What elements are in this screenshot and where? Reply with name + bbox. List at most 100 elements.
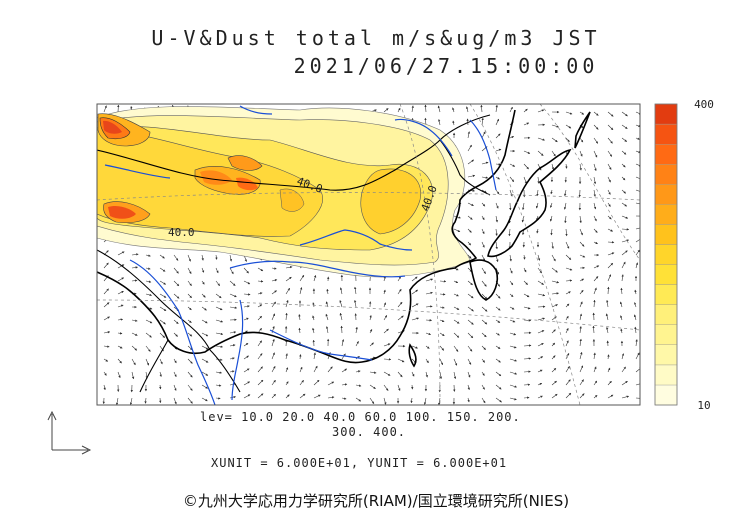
wind-arrow (593, 380, 598, 386)
wind-arrow (383, 289, 386, 295)
wind-arrow (355, 326, 358, 334)
contour-label: 40.0 (168, 226, 195, 239)
wind-arrow (397, 315, 404, 321)
wind-arrow (551, 254, 556, 262)
wind-arrow (439, 371, 443, 380)
wind-arrow (593, 111, 599, 116)
wind-arrow (481, 176, 489, 179)
wind-arrow (243, 381, 251, 386)
wind-arrow (467, 371, 471, 378)
wind-arrow (621, 163, 626, 168)
wind-arrow (537, 356, 544, 360)
legend-swatch (654, 344, 678, 366)
wind-arrow (495, 332, 500, 336)
legend-max-label: 400 (694, 98, 714, 111)
wind-arrow (467, 319, 474, 325)
wind-arrow (551, 304, 558, 308)
wind-arrow (353, 299, 357, 308)
wind-arrow (467, 202, 474, 206)
wind-arrow (325, 326, 329, 334)
legend-swatch (654, 244, 678, 265)
wind-arrow (215, 293, 222, 299)
wind-arrow (607, 202, 611, 207)
wind-arrow (495, 104, 498, 113)
wind-arrow (565, 163, 568, 169)
wind-arrow (243, 343, 249, 347)
contour-levels-line2: 300. 400. (332, 425, 407, 439)
wind-arrow (173, 371, 177, 378)
wind-arrow (187, 319, 192, 323)
wind-arrow (565, 111, 573, 115)
wind-arrow (355, 397, 362, 402)
wind-arrow (129, 397, 133, 405)
wind-arrow (495, 293, 501, 299)
wind-arrow (327, 396, 335, 399)
wind-arrow (621, 366, 626, 373)
wind-arrow (620, 315, 623, 321)
wind-arrow (551, 292, 559, 295)
wind-arrow (425, 371, 428, 378)
wind-arrow (257, 393, 264, 399)
wind-arrow (495, 202, 499, 209)
wind-arrow (593, 352, 596, 360)
wind-arrow (635, 227, 640, 230)
wind-arrow (411, 345, 418, 349)
wind-arrow (103, 371, 107, 376)
wind-arrow (565, 365, 570, 373)
wind-arrow (607, 124, 614, 131)
graticule (97, 104, 640, 405)
wind-arrow (481, 161, 489, 165)
wind-arrow (509, 106, 513, 113)
wind-arrow (509, 332, 517, 336)
wind-arrow (579, 228, 583, 236)
wind-arrow (509, 176, 515, 183)
wind-arrow (145, 280, 152, 283)
wind-arrow (410, 397, 413, 404)
wind-arrow (633, 314, 637, 321)
wind-arrow (621, 111, 628, 117)
legend-swatch (654, 384, 678, 406)
wind-arrow (383, 371, 391, 376)
wind-arrow (452, 107, 455, 113)
wind-arrow (383, 358, 392, 361)
wind-arrow (271, 279, 278, 282)
wind-arrow (145, 319, 153, 324)
wind-arrow (103, 331, 111, 334)
wind-arrow (621, 239, 630, 243)
wind-arrow (117, 345, 123, 349)
wind-arrow (299, 393, 306, 399)
wind-arrow (522, 202, 525, 211)
wind-arrow (467, 254, 472, 259)
wind-arrow (509, 371, 518, 375)
wind-arrow (509, 267, 513, 274)
wind-arrow (537, 254, 541, 261)
map-title-line1: U-V&Dust total m/s&ug/m3 JST (151, 26, 601, 50)
wind-arrow (383, 108, 389, 113)
wind-arrow (607, 367, 611, 373)
wind-arrow (607, 176, 611, 183)
wind-arrow (495, 176, 500, 180)
wind-arrow (607, 189, 611, 195)
wind-arrow (285, 299, 289, 308)
wind-arrow (201, 397, 208, 402)
wind-arrow (103, 358, 109, 362)
wind-arrow (635, 397, 640, 399)
wind-arrow (481, 293, 488, 300)
wind-arrow (201, 293, 206, 298)
wind-arrow (131, 371, 135, 380)
wind-arrow (229, 370, 235, 373)
wind-arrow (271, 290, 277, 295)
wind-arrow (467, 293, 474, 299)
wind-arrow (509, 280, 514, 286)
legend-swatch (654, 284, 678, 305)
wind-arrow (243, 280, 251, 285)
wind-arrow (593, 228, 598, 233)
wind-arrow (579, 379, 584, 386)
wind-arrow (397, 384, 401, 391)
wind-arrow (593, 299, 596, 308)
wind-arrow (481, 117, 484, 126)
wind-arrow (593, 276, 599, 282)
wind-arrow (523, 150, 531, 154)
wind-arrow (271, 301, 276, 308)
